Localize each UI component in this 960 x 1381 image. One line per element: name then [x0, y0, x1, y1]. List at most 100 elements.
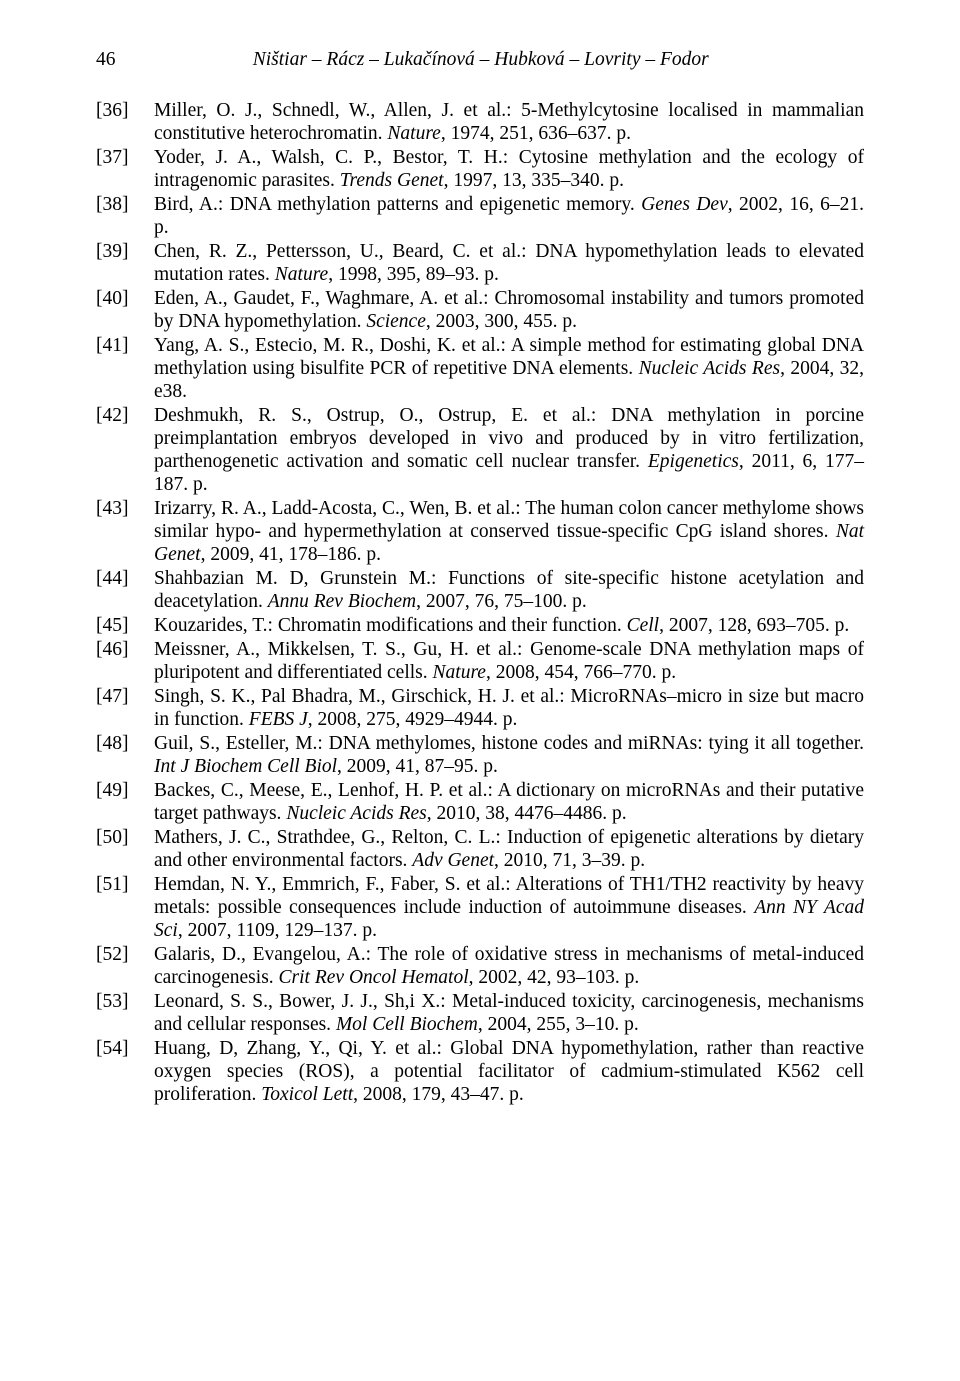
journal-title: Epigenetics	[648, 451, 739, 472]
reference-segment: , 2002, 42, 93–103. p.	[469, 967, 640, 988]
reference-item: [42]Deshmukh, R. S., Ostrup, O., Ostrup,…	[96, 404, 864, 496]
reference-item: [52]Galaris, D., Evangelou, A.: The role…	[96, 943, 864, 989]
reference-segment: Irizarry, R. A., Ladd-Acosta, C., Wen, B…	[154, 498, 864, 542]
journal-title: FEBS J	[249, 709, 308, 730]
reference-segment: , 2004, 255, 3–10. p.	[478, 1014, 639, 1035]
reference-number: [53]	[96, 990, 154, 1036]
reference-segment: , 1997, 13, 335–340. p.	[444, 170, 624, 191]
reference-text: Singh, S. K., Pal Bhadra, M., Girschick,…	[154, 685, 864, 731]
journal-title: Nature	[387, 123, 440, 144]
journal-title: Toxicol Lett	[261, 1084, 353, 1105]
reference-segment: , 2007, 1109, 129–137. p.	[178, 920, 377, 941]
reference-item: [54]Huang, D, Zhang, Y., Qi, Y. et al.: …	[96, 1037, 864, 1106]
reference-number: [44]	[96, 567, 154, 613]
journal-title: Int J Biochem Cell Biol	[154, 756, 337, 777]
reference-text: Miller, O. J., Schnedl, W., Allen, J. et…	[154, 99, 864, 145]
reference-text: Leonard, S. S., Bower, J. J., Sh,i X.: M…	[154, 990, 864, 1036]
reference-number: [46]	[96, 638, 154, 684]
reference-number: [45]	[96, 614, 154, 637]
reference-segment: Kouzarides, T.: Chromatin modifications …	[154, 615, 627, 636]
reference-number: [54]	[96, 1037, 154, 1106]
reference-segment: Bird, A.: DNA methylation patterns and e…	[154, 194, 641, 215]
reference-item: [36]Miller, O. J., Schnedl, W., Allen, J…	[96, 99, 864, 145]
reference-text: Yang, A. S., Estecio, M. R., Doshi, K. e…	[154, 334, 864, 403]
reference-number: [47]	[96, 685, 154, 731]
reference-item: [45]Kouzarides, T.: Chromatin modificati…	[96, 614, 864, 637]
reference-number: [43]	[96, 497, 154, 566]
journal-title: Nucleic Acids Res	[639, 358, 780, 379]
reference-item: [49]Backes, C., Meese, E., Lenhof, H. P.…	[96, 779, 864, 825]
journal-title: Cell	[627, 615, 660, 636]
journal-title: Science	[366, 311, 426, 332]
reference-item: [38]Bird, A.: DNA methylation patterns a…	[96, 193, 864, 239]
journal-title: Trends Genet	[340, 170, 444, 191]
reference-item: [43]Irizarry, R. A., Ladd-Acosta, C., We…	[96, 497, 864, 566]
reference-text: Deshmukh, R. S., Ostrup, O., Ostrup, E. …	[154, 404, 864, 496]
reference-text: Irizarry, R. A., Ladd-Acosta, C., Wen, B…	[154, 497, 864, 566]
reference-segment: Guil, S., Esteller, M.: DNA methylomes, …	[154, 733, 864, 754]
reference-text: Guil, S., Esteller, M.: DNA methylomes, …	[154, 732, 864, 778]
reference-segment: , 2008, 275, 4929–4944. p.	[308, 709, 518, 730]
reference-text: Chen, R. Z., Pettersson, U., Beard, C. e…	[154, 240, 864, 286]
reference-number: [37]	[96, 146, 154, 192]
reference-text: Mathers, J. C., Strathdee, G., Relton, C…	[154, 826, 864, 872]
journal-title: Crit Rev Oncol Hematol	[279, 967, 469, 988]
journal-title: Adv Genet	[412, 850, 494, 871]
journal-title: Nature	[433, 662, 486, 683]
reference-number: [40]	[96, 287, 154, 333]
reference-text: Yoder, J. A., Walsh, C. P., Bestor, T. H…	[154, 146, 864, 192]
reference-text: Kouzarides, T.: Chromatin modifications …	[154, 614, 864, 637]
reference-segment: , 2008, 454, 766–770. p.	[486, 662, 676, 683]
reference-item: [40]Eden, A., Gaudet, F., Waghmare, A. e…	[96, 287, 864, 333]
reference-text: Galaris, D., Evangelou, A.: The role of …	[154, 943, 864, 989]
page-number: 46	[96, 48, 116, 71]
reference-segment: , 2010, 38, 4476–4486. p.	[427, 803, 627, 824]
reference-item: [53]Leonard, S. S., Bower, J. J., Sh,i X…	[96, 990, 864, 1036]
reference-text: Hemdan, N. Y., Emmrich, F., Faber, S. et…	[154, 873, 864, 942]
reference-number: [38]	[96, 193, 154, 239]
reference-list: [36]Miller, O. J., Schnedl, W., Allen, J…	[96, 99, 864, 1106]
journal-title: Nucleic Acids Res	[286, 803, 426, 824]
reference-item: [46]Meissner, A., Mikkelsen, T. S., Gu, …	[96, 638, 864, 684]
reference-item: [51]Hemdan, N. Y., Emmrich, F., Faber, S…	[96, 873, 864, 942]
reference-text: Bird, A.: DNA methylation patterns and e…	[154, 193, 864, 239]
reference-segment: , 1998, 395, 89–93. p.	[328, 264, 499, 285]
header-spacer	[846, 48, 864, 71]
reference-item: [37]Yoder, J. A., Walsh, C. P., Bestor, …	[96, 146, 864, 192]
journal-title: Genes Dev	[641, 194, 728, 215]
reference-segment: , 2008, 179, 43–47. p.	[353, 1084, 524, 1105]
reference-item: [39]Chen, R. Z., Pettersson, U., Beard, …	[96, 240, 864, 286]
reference-segment: , 2010, 71, 3–39. p.	[494, 850, 645, 871]
reference-item: [48]Guil, S., Esteller, M.: DNA methylom…	[96, 732, 864, 778]
reference-item: [44]Shahbazian M. D, Grunstein M.: Funct…	[96, 567, 864, 613]
reference-item: [50]Mathers, J. C., Strathdee, G., Relto…	[96, 826, 864, 872]
reference-text: Huang, D, Zhang, Y., Qi, Y. et al.: Glob…	[154, 1037, 864, 1106]
reference-item: [47]Singh, S. K., Pal Bhadra, M., Girsch…	[96, 685, 864, 731]
reference-number: [51]	[96, 873, 154, 942]
journal-title: Annu Rev Biochem	[268, 591, 416, 612]
reference-number: [48]	[96, 732, 154, 778]
reference-segment: , 2007, 76, 75–100. p.	[416, 591, 587, 612]
reference-text: Backes, C., Meese, E., Lenhof, H. P. et …	[154, 779, 864, 825]
reference-segment: , 2009, 41, 87–95. p.	[337, 756, 498, 777]
page-header: 46 Ništiar – Rácz – Lukačínová – Hubková…	[96, 48, 864, 71]
reference-number: [39]	[96, 240, 154, 286]
reference-segment: , 1974, 251, 636–637. p.	[441, 123, 631, 144]
reference-segment: , 2009, 41, 178–186. p.	[201, 544, 381, 565]
journal-title: Nature	[275, 264, 328, 285]
reference-segment: , 2003, 300, 455. p.	[426, 311, 577, 332]
reference-segment: , 2007, 128, 693–705. p.	[659, 615, 849, 636]
journal-title: Mol Cell Biochem	[336, 1014, 478, 1035]
reference-number: [41]	[96, 334, 154, 403]
reference-number: [36]	[96, 99, 154, 145]
reference-number: [42]	[96, 404, 154, 496]
reference-number: [52]	[96, 943, 154, 989]
reference-item: [41]Yang, A. S., Estecio, M. R., Doshi, …	[96, 334, 864, 403]
reference-number: [49]	[96, 779, 154, 825]
reference-text: Eden, A., Gaudet, F., Waghmare, A. et al…	[154, 287, 864, 333]
reference-text: Meissner, A., Mikkelsen, T. S., Gu, H. e…	[154, 638, 864, 684]
reference-text: Shahbazian M. D, Grunstein M.: Functions…	[154, 567, 864, 613]
running-head: Ništiar – Rácz – Lukačínová – Hubková – …	[116, 48, 847, 71]
reference-number: [50]	[96, 826, 154, 872]
reference-segment: Chen, R. Z., Pettersson, U., Beard, C. e…	[154, 241, 864, 285]
